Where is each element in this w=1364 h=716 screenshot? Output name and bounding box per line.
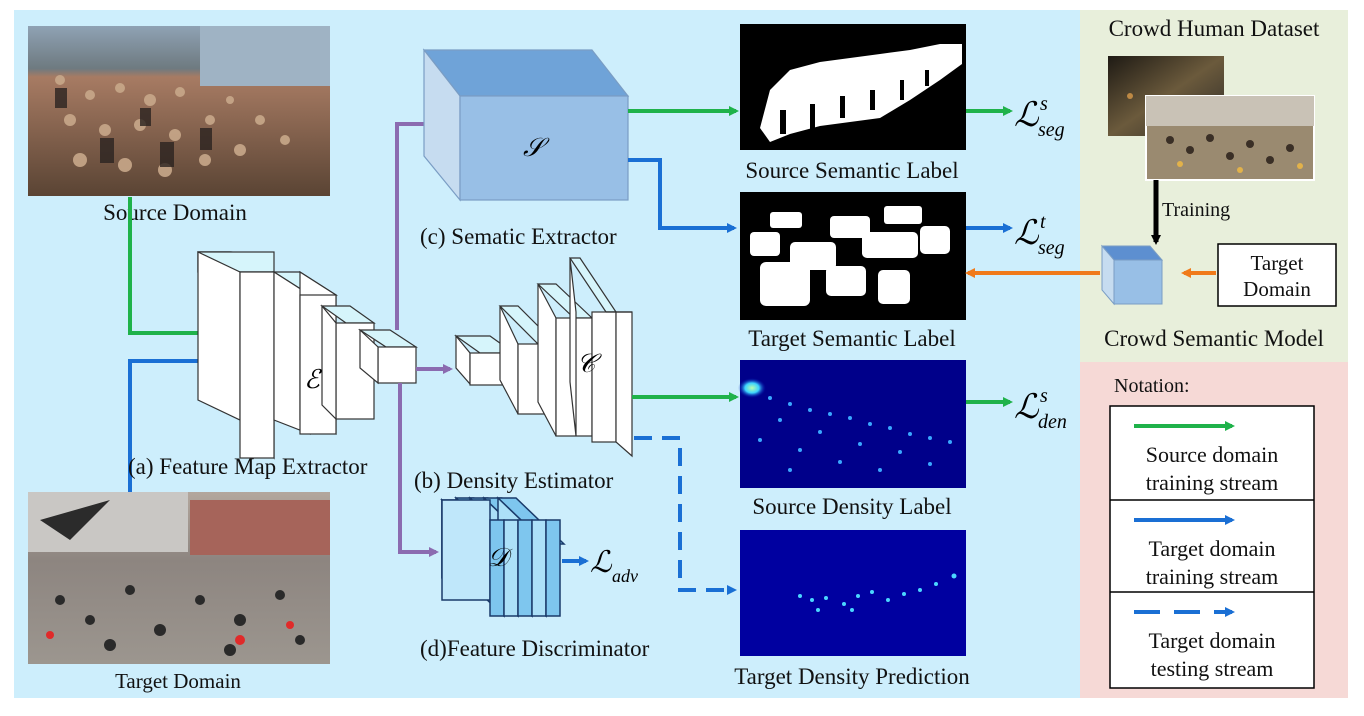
feature-map-extractor-symbol: ℰ bbox=[304, 365, 322, 394]
svg-text:ℒ: ℒ bbox=[1014, 215, 1040, 252]
loss-den-s: ℒ s den bbox=[1014, 385, 1067, 433]
density-estimator-label: (b) Density Estimator bbox=[414, 468, 614, 493]
source-semantic-label-image bbox=[740, 24, 966, 150]
notation-title: Notation: bbox=[1114, 375, 1190, 397]
density-to-target-prediction bbox=[634, 436, 737, 595]
crowd-dataset-title: Crowd Human Dataset bbox=[1109, 16, 1320, 41]
svg-text:s: s bbox=[1040, 385, 1048, 407]
branch-to-discriminator bbox=[398, 383, 439, 557]
training-label: Training bbox=[1162, 199, 1230, 221]
semantic-to-target-label bbox=[628, 158, 737, 233]
notation-item-line1: Source domain bbox=[1146, 442, 1279, 467]
target-domain-box-line2: Domain bbox=[1243, 277, 1311, 301]
loss-adv: ℒ adv bbox=[590, 546, 638, 586]
semantic-extractor bbox=[422, 48, 630, 202]
notation-item-line1: Target domain bbox=[1149, 628, 1276, 653]
svg-text:adv: adv bbox=[612, 566, 638, 586]
notation-item-line1: Target domain bbox=[1149, 536, 1276, 561]
feature-map-extractor bbox=[197, 251, 419, 460]
source-density-label-image bbox=[738, 360, 966, 488]
target-semantic-label-caption: Target Semantic Label bbox=[748, 326, 955, 351]
source-domain-caption: Source Domain bbox=[103, 200, 247, 225]
svg-text:seg: seg bbox=[1038, 119, 1065, 141]
svg-text:s: s bbox=[1040, 93, 1048, 115]
svg-text:ℒ: ℒ bbox=[1014, 389, 1040, 426]
feature-map-extractor-label: (a) Feature Map Extractor bbox=[128, 454, 368, 479]
svg-text:seg: seg bbox=[1038, 237, 1065, 259]
source-semantic-label-caption: Source Semantic Label bbox=[745, 158, 958, 183]
svg-text:ℒ: ℒ bbox=[1014, 97, 1040, 134]
svg-text:den: den bbox=[1038, 411, 1067, 433]
semantic-extractor-label: (c) Sematic Extractor bbox=[420, 224, 617, 249]
feature-discriminator bbox=[440, 496, 566, 618]
loss-seg-s: ℒ s seg bbox=[1014, 93, 1065, 141]
notation-legend: Source domain training stream Target dom… bbox=[1109, 405, 1315, 689]
notation-item-line2: testing stream bbox=[1151, 656, 1274, 681]
target-semantic-label-image bbox=[740, 192, 966, 320]
notation-item-line2: training stream bbox=[1146, 564, 1279, 589]
svg-text:ℒ: ℒ bbox=[590, 546, 613, 579]
feature-discriminator-label: (d)Feature Discriminator bbox=[420, 636, 650, 661]
notation-item-line2: training stream bbox=[1146, 470, 1279, 495]
crowd-dataset-images bbox=[1108, 56, 1315, 181]
target-domain-caption: Target Domain bbox=[115, 669, 241, 693]
crowd-semantic-model-label: Crowd Semantic Model bbox=[1104, 326, 1324, 351]
source-density-label-caption: Source Density Label bbox=[752, 494, 951, 519]
svg-text:t: t bbox=[1040, 211, 1046, 233]
crowd-semantic-model-cube bbox=[1100, 244, 1164, 306]
target-density-prediction-image bbox=[740, 530, 966, 656]
source-domain-image bbox=[28, 26, 330, 196]
target-domain-box-line1: Target bbox=[1251, 251, 1304, 275]
density-estimator bbox=[454, 257, 633, 458]
loss-seg-t: ℒ t seg bbox=[1014, 211, 1065, 259]
target-density-prediction-caption: Target Density Prediction bbox=[734, 664, 970, 689]
target-domain-box bbox=[1217, 243, 1337, 307]
target-domain-image bbox=[28, 492, 330, 664]
